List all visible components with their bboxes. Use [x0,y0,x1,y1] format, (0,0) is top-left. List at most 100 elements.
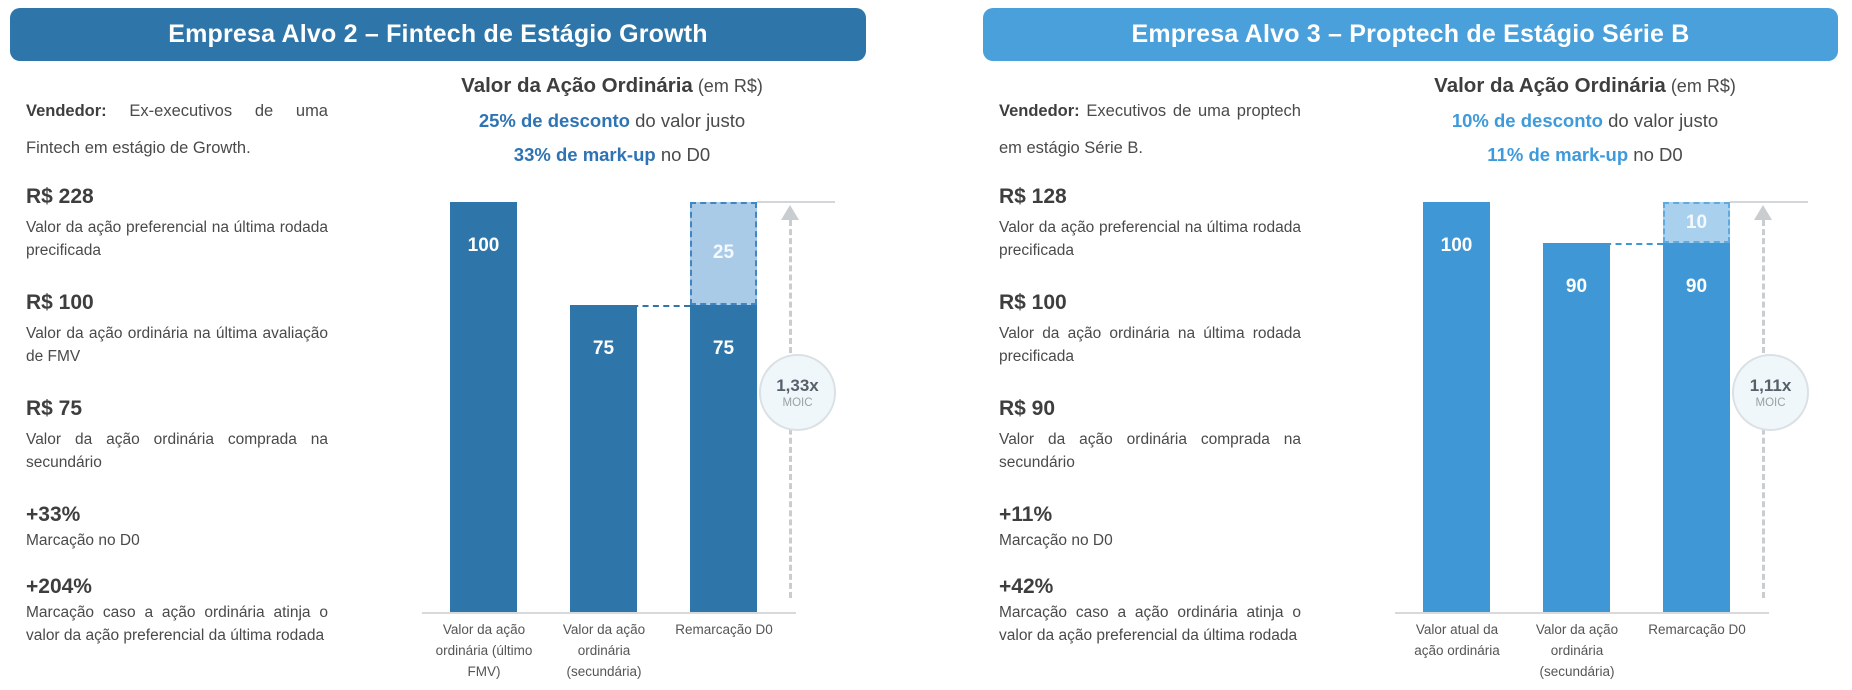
chart-title-main: Valor da Ação Ordinária [461,74,693,97]
moic-badge: 1,33x MOIC [759,354,836,431]
x-axis-category-label: Valor da ação ordinária (último FMV) [435,622,533,679]
fact-description: Marcação caso a ação ordinária atinja o … [999,603,1301,644]
panel-body: Vendedor: Executivos de uma proptech em … [983,61,1838,679]
moic-value: 1,11x [1749,376,1792,395]
vendor-paragraph: Vendedor: Executivos de uma proptech em … [999,93,1301,167]
vendor-text: Ex-executivos de uma Fintech em estágio … [26,102,328,158]
fact-value: +42% [999,574,1054,598]
fact-item: R$ 100 Valor da ação ordinária na última… [999,291,1301,369]
discount-rest: do valor justo [629,110,746,131]
fact-description: Valor da ação preferencial na última rod… [999,219,1301,260]
bar-value-label: 100 [467,235,500,256]
discount-accent: 10% de desconto [1451,110,1603,131]
x-axis-category-label: Remarcação D0 [675,622,773,637]
bar-value-label: 90 [1685,276,1708,297]
fact-item: +204% Marcação caso a ação ordinária ati… [26,575,328,648]
moic-badge: 1,11x MOIC [1732,354,1809,431]
dashed-level-connector [570,304,690,307]
chart-titles: Valor da Ação Ordinária (em R$) 10% de d… [1395,74,1775,166]
bar-secundaria: 90 [1543,243,1610,612]
vendor-text: Executivos de uma proptech em estágio Sé… [999,102,1301,158]
markup-rest: no D0 [1628,144,1683,165]
vendor-paragraph: Vendedor: Ex-executivos de uma Fintech e… [26,93,328,167]
fact-item: R$ 100 Valor da ação ordinária na última… [26,291,328,369]
fact-item: R$ 75 Valor da ação ordinária comprada n… [26,397,328,475]
dashed-level-connector [1543,243,1663,245]
arrow-up-icon [1754,205,1772,220]
fair-value-level-line [1730,201,1808,203]
chart-title-unit: (em R$) [692,76,763,96]
markup-extra-box: 10 [1663,202,1730,243]
x-axis-baseline [422,612,796,614]
bar-value-label: 100 [1440,235,1473,256]
chart-title-main: Valor da Ação Ordinária [1434,74,1666,97]
x-axis-category-label: Valor da ação ordinária (secundária) [1535,622,1619,679]
moic-label: MOIC [1755,397,1786,409]
vendor-label: Vendedor: [26,102,107,120]
bar-value-label: 75 [712,337,735,359]
fact-description: Valor da ação ordinária na última avalia… [26,325,328,366]
fact-item: R$ 228 Valor da ação preferencial na últ… [26,185,328,263]
extra-value-label: 25 [712,242,735,264]
bar-chart: 100 75 75 25 1,33x MOIC Valor da ação or… [422,201,842,679]
bar-ultimo-fmv: 100 [450,202,517,612]
fact-description: Marcação caso a ação ordinária atinja o … [26,603,328,644]
info-column: Vendedor: Executivos de uma proptech em … [983,61,1355,670]
fact-description: Valor da ação ordinária comprada na secu… [999,431,1301,471]
fact-value: R$ 100 [26,291,94,315]
panel-empresa-alvo-3: Empresa Alvo 3 – Proptech de Estágio Sér… [983,8,1838,679]
x-axis-category-label: Remarcação D0 [1648,622,1746,637]
bar-valor-atual: 100 [1423,202,1490,612]
fact-description: Valor da ação preferencial na última rod… [26,219,328,260]
chart-title: Valor da Ação Ordinária (em R$) [1395,74,1775,98]
discount-rest: do valor justo [1602,110,1719,131]
markup-accent: 33% de mark-up [513,144,656,165]
bar-secundaria: 75 [570,304,637,612]
extra-value-label: 10 [1685,211,1708,233]
fact-value: +204% [26,574,92,598]
fact-description: Marcação no D0 [26,531,140,549]
panel-title: Empresa Alvo 3 – Proptech de Estágio Sér… [1131,20,1690,48]
fact-value: R$ 90 [999,397,1056,420]
fact-value: R$ 128 [999,185,1067,209]
bar-remarcacao-d0: 75 [690,304,757,612]
fact-value: +11% [999,502,1053,526]
chart-subtitle-markup: 33% de mark-up no D0 [422,144,802,166]
fact-value: +33% [26,502,81,526]
fact-item: R$ 128 Valor da ação preferencial na últ… [999,185,1301,263]
bar-value-label: 75 [592,337,615,359]
markup-accent: 11% de mark-up [1487,144,1629,165]
chart-title-unit: (em R$) [1665,76,1736,96]
x-axis-category-label: Valor atual da ação ordinária [1414,622,1500,658]
discount-accent: 25% de desconto [478,110,630,131]
chart-title: Valor da Ação Ordinária (em R$) [422,74,802,98]
chart-subtitle-discount: 10% de desconto do valor justo [1395,110,1775,132]
x-axis-baseline [1395,612,1769,614]
fact-item: +42% Marcação caso a ação ordinária atin… [999,575,1301,648]
chart-titles: Valor da Ação Ordinária (em R$) 25% de d… [422,74,802,166]
fact-description: Valor da ação ordinária comprada na secu… [26,431,328,471]
bar-remarcacao-d0: 90 [1663,243,1730,612]
chart-column: Valor da Ação Ordinária (em R$) 25% de d… [382,61,866,679]
bar-chart: 100 90 90 10 1,11x MOIC Valor atual da a… [1395,201,1815,679]
moic-label: MOIC [782,397,813,409]
fact-value: R$ 75 [26,397,83,420]
panel-header-banner: Empresa Alvo 3 – Proptech de Estágio Sér… [983,8,1838,61]
moic-value: 1,33x [776,376,819,395]
fact-value: R$ 228 [26,185,94,209]
markup-rest: no D0 [655,144,711,165]
chart-column: Valor da Ação Ordinária (em R$) 10% de d… [1355,61,1838,679]
vendor-label: Vendedor: [999,102,1080,120]
fact-item: R$ 90 Valor da ação ordinária comprada n… [999,397,1301,475]
arrow-up-icon [781,205,799,220]
info-column: Vendedor: Ex-executivos de uma Fintech e… [10,61,382,670]
fact-item: +11% Marcação no D0 [999,503,1301,553]
markup-extra-box: 25 [690,202,757,305]
chart-subtitle-discount: 25% de desconto do valor justo [422,110,802,132]
fact-item: +33% Marcação no D0 [26,503,328,553]
panel-body: Vendedor: Ex-executivos de uma Fintech e… [10,61,866,679]
fact-value: R$ 100 [999,291,1067,315]
fact-description: Marcação no D0 [999,531,1113,549]
panel-header-banner: Empresa Alvo 2 – Fintech de Estágio Grow… [10,8,866,61]
